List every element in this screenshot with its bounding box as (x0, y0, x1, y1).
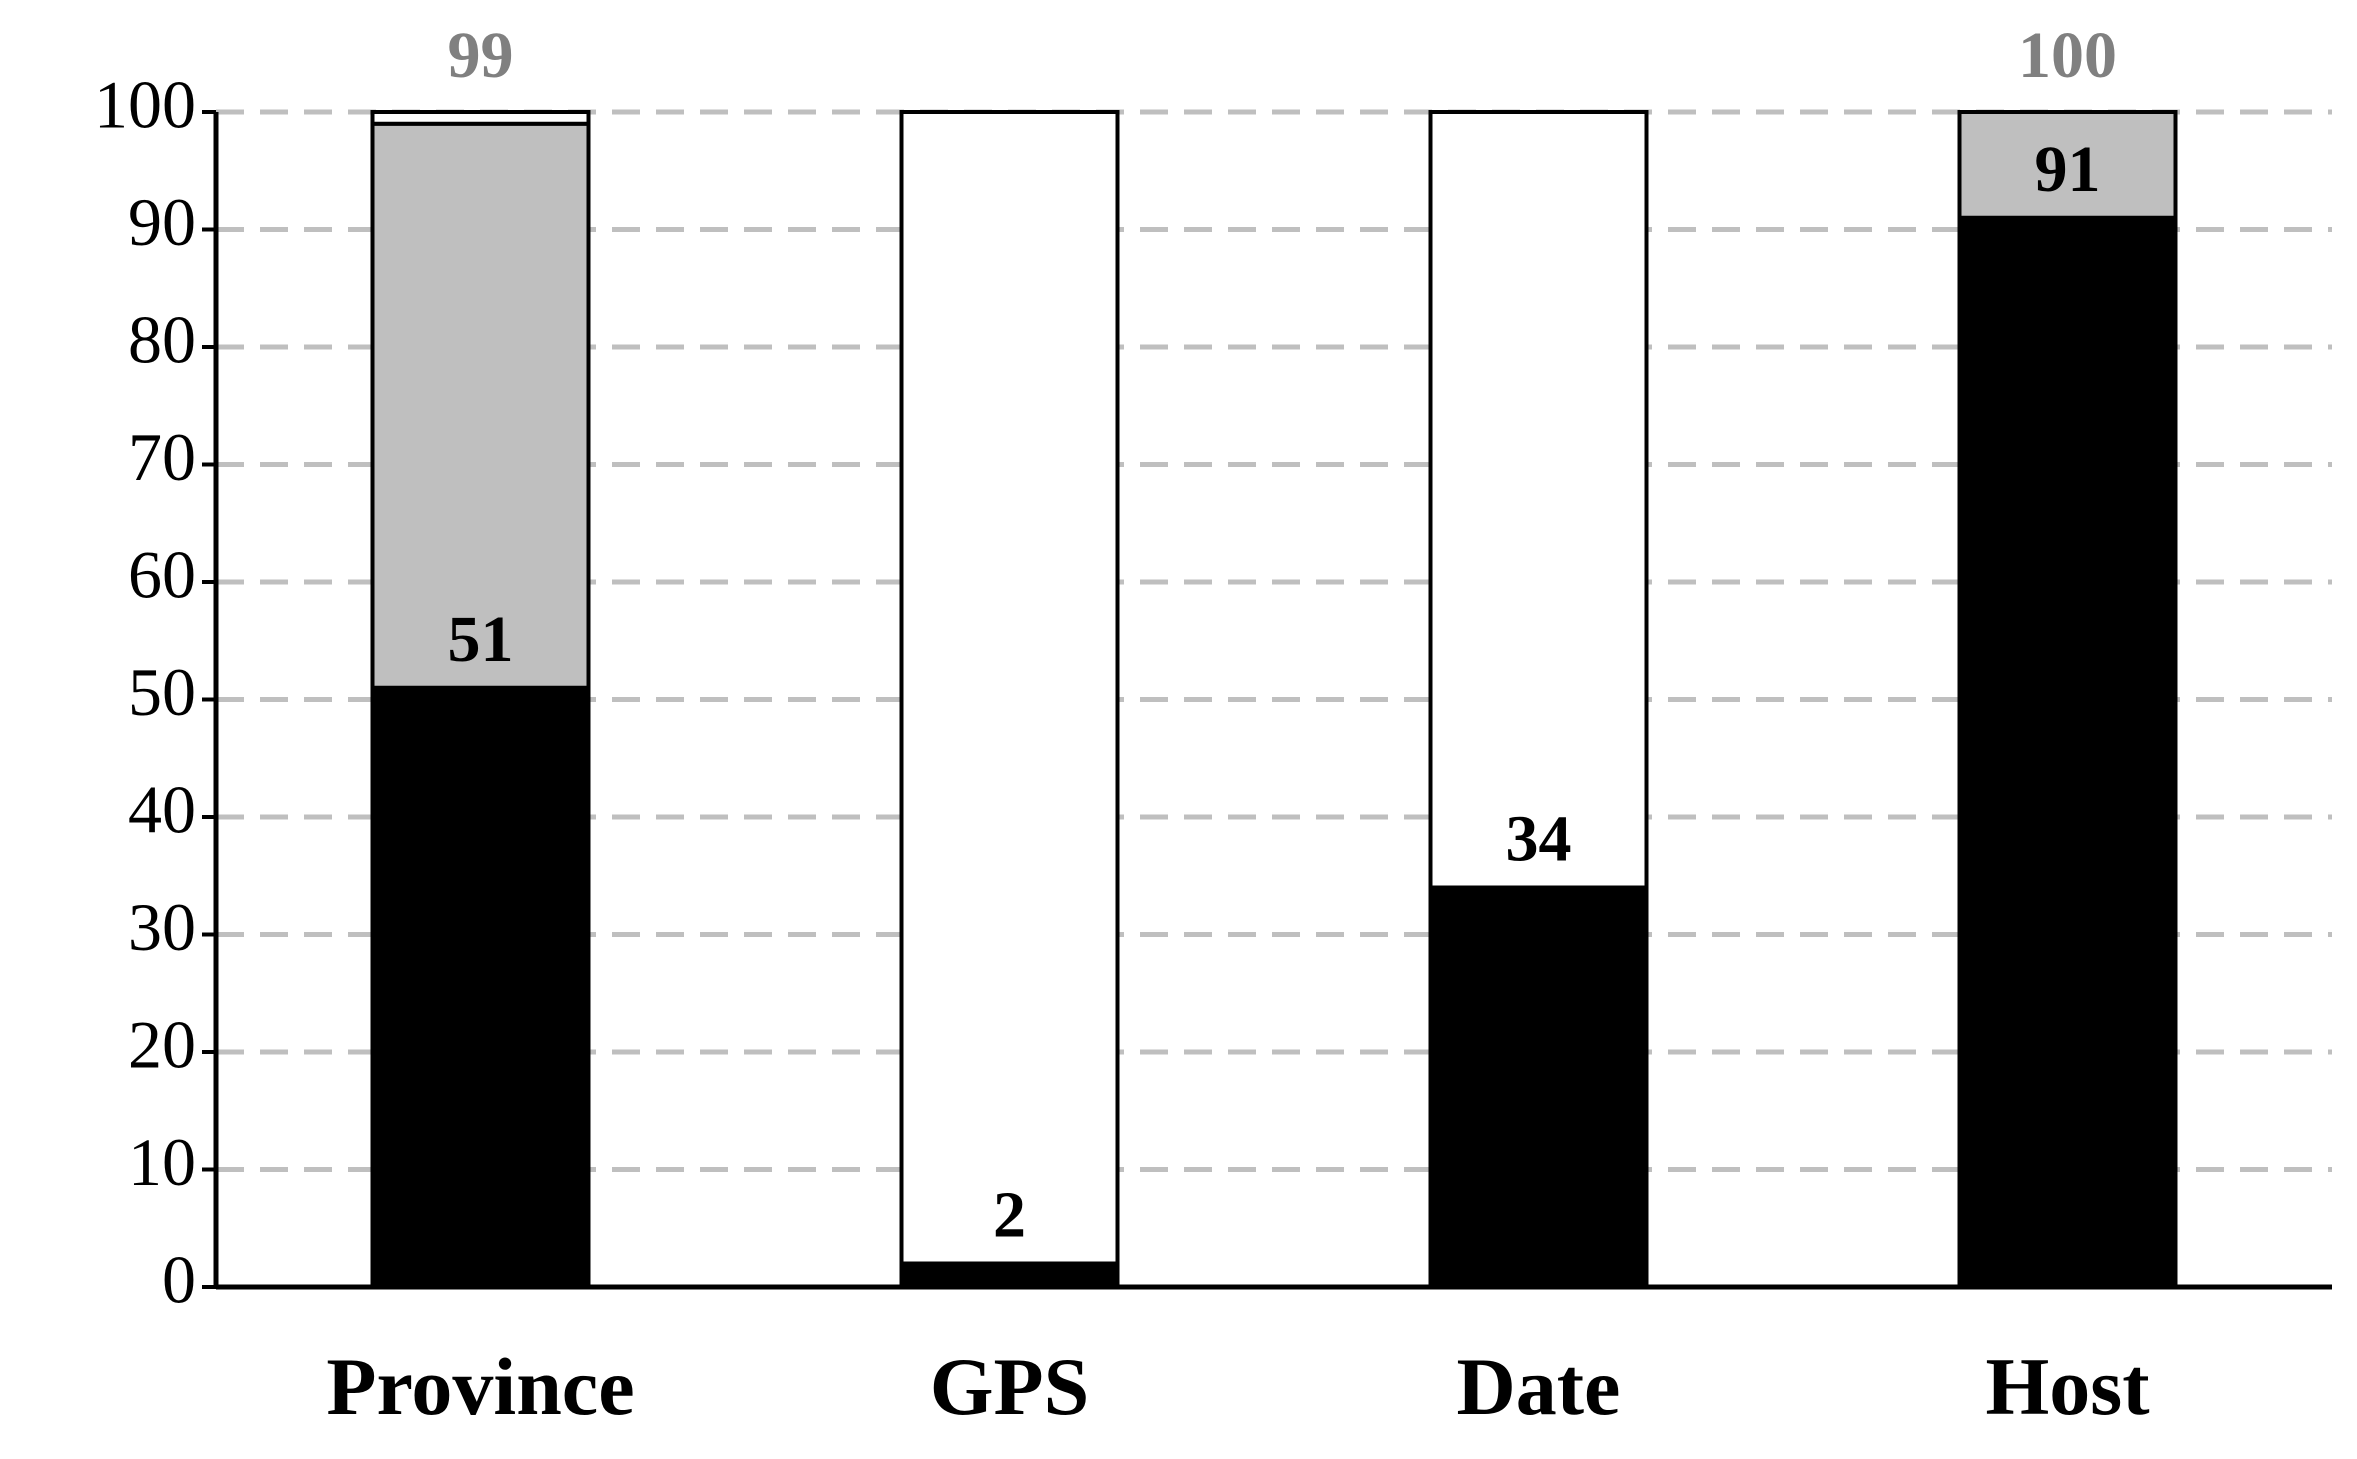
top-label: 100 (2018, 19, 2117, 92)
y-tick-label: 90 (128, 184, 196, 260)
y-tick-label: 70 (128, 419, 196, 495)
value-label: 91 (2035, 133, 2101, 206)
y-tick-label: 60 (128, 537, 196, 613)
value-label: 34 (1506, 803, 1572, 876)
bar-segment (899, 1261, 1120, 1289)
bar-segment (899, 110, 1120, 1266)
x-tick-label: Province (326, 1341, 634, 1432)
x-tick-label: GPS (930, 1341, 1089, 1432)
top-label: 99 (448, 19, 514, 92)
y-tick-label: 10 (128, 1124, 196, 1200)
y-tick-label: 0 (162, 1242, 196, 1318)
y-tick-label: 100 (94, 67, 196, 143)
x-tick-label: Date (1457, 1341, 1621, 1432)
bar-segment (370, 110, 591, 126)
x-tick-label: Host (1986, 1341, 2150, 1432)
y-tick-label: 30 (128, 889, 196, 965)
bar-segment (370, 685, 591, 1289)
bar-segment (1428, 110, 1649, 890)
value-label: 51 (448, 603, 514, 676)
value-label: 2 (993, 1179, 1026, 1252)
y-tick-label: 50 (128, 654, 196, 730)
bar-segment (1957, 215, 2178, 1289)
y-tick-label: 80 (128, 302, 196, 378)
bar-segment (1957, 110, 2178, 220)
y-tick-label: 40 (128, 772, 196, 848)
bar-segment (370, 121, 591, 690)
y-tick-label: 20 (128, 1007, 196, 1083)
bar-segment (1428, 885, 1649, 1289)
